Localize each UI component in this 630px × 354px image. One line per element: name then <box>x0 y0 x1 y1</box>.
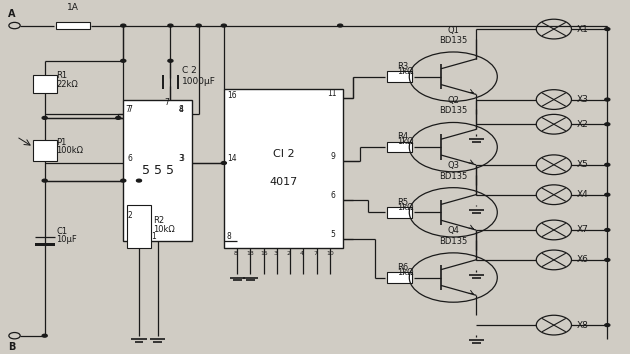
Circle shape <box>605 163 610 166</box>
Text: 2: 2 <box>127 211 132 219</box>
Text: 4: 4 <box>178 105 183 114</box>
Text: 7: 7 <box>164 98 169 107</box>
Circle shape <box>605 258 610 261</box>
Text: 7: 7 <box>126 105 130 114</box>
Circle shape <box>196 24 201 27</box>
Text: Q2
BD135: Q2 BD135 <box>439 96 467 115</box>
Text: 22kΩ: 22kΩ <box>56 80 77 88</box>
Bar <box>55 22 90 29</box>
Text: 3: 3 <box>273 251 277 256</box>
Circle shape <box>121 59 126 62</box>
Text: 1kΩ: 1kΩ <box>397 67 413 76</box>
Text: 2: 2 <box>287 251 290 256</box>
Circle shape <box>605 28 610 30</box>
Text: X6: X6 <box>576 256 588 264</box>
Text: 4017: 4017 <box>270 177 298 187</box>
Circle shape <box>42 179 47 182</box>
Text: 11: 11 <box>328 89 337 98</box>
Text: X8: X8 <box>576 321 588 330</box>
Bar <box>387 207 413 218</box>
Text: P1: P1 <box>56 138 66 147</box>
Circle shape <box>42 334 47 337</box>
Text: Q4
BD135: Q4 BD135 <box>439 227 467 246</box>
Text: 100kΩ: 100kΩ <box>56 147 83 155</box>
Text: Q1
BD135: Q1 BD135 <box>439 25 467 45</box>
Text: 8: 8 <box>233 251 238 256</box>
Circle shape <box>168 24 173 27</box>
Circle shape <box>605 324 610 326</box>
Text: X3: X3 <box>576 95 588 104</box>
Text: R4: R4 <box>397 132 408 141</box>
Text: 9: 9 <box>331 153 336 161</box>
Circle shape <box>121 179 126 182</box>
Bar <box>127 205 151 247</box>
Circle shape <box>116 116 121 119</box>
Text: X2: X2 <box>576 120 588 129</box>
Circle shape <box>42 116 47 119</box>
Text: 6: 6 <box>331 191 336 200</box>
Text: R6: R6 <box>397 263 408 272</box>
Circle shape <box>121 24 126 27</box>
Bar <box>35 243 55 246</box>
Text: 1kΩ: 1kΩ <box>397 268 413 277</box>
Text: 15: 15 <box>260 251 268 256</box>
Text: 4: 4 <box>300 251 304 256</box>
Text: 1kΩ: 1kΩ <box>397 137 413 146</box>
Circle shape <box>605 229 610 232</box>
Circle shape <box>605 123 610 126</box>
Bar <box>33 141 57 161</box>
Text: 1000µF: 1000µF <box>181 77 215 86</box>
Text: C1: C1 <box>56 227 67 236</box>
Bar <box>387 272 413 283</box>
Text: 8: 8 <box>178 105 183 114</box>
Text: 3: 3 <box>180 154 185 163</box>
Text: 10: 10 <box>326 251 334 256</box>
Text: 3: 3 <box>178 154 183 163</box>
Circle shape <box>137 179 142 182</box>
Text: X1: X1 <box>576 24 588 34</box>
Text: 1kΩ: 1kΩ <box>397 202 413 212</box>
Bar <box>33 75 57 93</box>
Text: R3: R3 <box>397 62 408 71</box>
Text: C 2: C 2 <box>181 66 197 75</box>
Text: 16: 16 <box>227 91 237 100</box>
Text: A: A <box>8 9 16 19</box>
Text: CI 2: CI 2 <box>273 149 294 159</box>
Text: 7: 7 <box>127 105 132 114</box>
Text: 10kΩ: 10kΩ <box>153 225 175 234</box>
Text: B: B <box>8 342 16 352</box>
Text: R1: R1 <box>56 72 67 80</box>
Circle shape <box>221 24 226 27</box>
Text: 14: 14 <box>227 154 237 163</box>
Text: X4: X4 <box>576 190 588 199</box>
Bar <box>123 99 192 240</box>
Text: 13: 13 <box>246 251 255 256</box>
Text: X5: X5 <box>576 160 588 169</box>
Text: 10µF: 10µF <box>56 235 77 244</box>
Text: 1: 1 <box>152 232 156 241</box>
Text: 5 5 5: 5 5 5 <box>142 164 174 177</box>
Text: R2: R2 <box>153 216 164 225</box>
Text: Q3
BD135: Q3 BD135 <box>439 161 467 181</box>
Circle shape <box>221 161 226 164</box>
Circle shape <box>605 98 610 101</box>
Bar <box>387 72 413 82</box>
Bar <box>387 142 413 153</box>
Text: R5: R5 <box>397 198 408 207</box>
Circle shape <box>338 24 343 27</box>
Text: 5: 5 <box>331 230 336 239</box>
Bar <box>224 89 343 247</box>
Text: 8: 8 <box>227 232 232 241</box>
Text: X7: X7 <box>576 225 588 234</box>
Text: 6: 6 <box>127 154 132 163</box>
Circle shape <box>168 59 173 62</box>
Text: 1A: 1A <box>67 3 79 12</box>
Text: 7: 7 <box>313 251 317 256</box>
Circle shape <box>605 193 610 196</box>
